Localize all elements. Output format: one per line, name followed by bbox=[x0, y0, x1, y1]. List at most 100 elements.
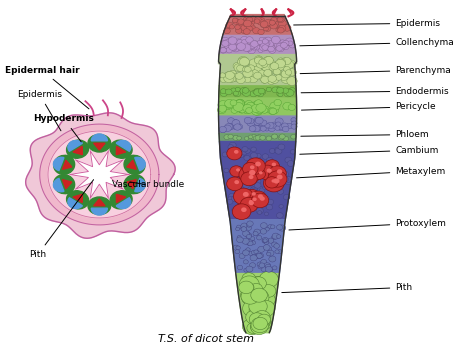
Circle shape bbox=[250, 16, 256, 21]
Circle shape bbox=[221, 37, 229, 44]
Circle shape bbox=[261, 284, 276, 297]
Circle shape bbox=[279, 134, 285, 139]
Circle shape bbox=[255, 250, 261, 255]
Circle shape bbox=[241, 28, 249, 34]
Circle shape bbox=[263, 27, 268, 31]
Circle shape bbox=[253, 289, 266, 300]
Circle shape bbox=[253, 28, 260, 34]
Circle shape bbox=[220, 90, 228, 96]
Circle shape bbox=[245, 45, 253, 51]
Circle shape bbox=[254, 250, 258, 254]
Polygon shape bbox=[218, 98, 297, 116]
Circle shape bbox=[236, 99, 244, 106]
Polygon shape bbox=[236, 274, 279, 333]
Circle shape bbox=[249, 200, 253, 203]
Circle shape bbox=[234, 174, 238, 178]
Text: Protoxylem: Protoxylem bbox=[289, 219, 446, 230]
Circle shape bbox=[251, 299, 265, 311]
Circle shape bbox=[235, 73, 243, 79]
Circle shape bbox=[227, 199, 233, 204]
Circle shape bbox=[248, 17, 253, 21]
Circle shape bbox=[265, 41, 270, 45]
Circle shape bbox=[265, 227, 269, 231]
Circle shape bbox=[248, 118, 254, 124]
Circle shape bbox=[234, 188, 253, 205]
Polygon shape bbox=[219, 86, 297, 98]
Circle shape bbox=[259, 37, 264, 42]
Circle shape bbox=[254, 117, 262, 124]
Circle shape bbox=[228, 196, 234, 202]
Circle shape bbox=[233, 62, 241, 69]
Circle shape bbox=[249, 59, 258, 67]
Circle shape bbox=[285, 70, 292, 75]
Circle shape bbox=[270, 21, 275, 25]
Circle shape bbox=[236, 100, 243, 106]
Circle shape bbox=[236, 99, 244, 107]
Circle shape bbox=[262, 154, 269, 159]
Circle shape bbox=[287, 41, 293, 45]
Circle shape bbox=[243, 90, 250, 96]
Circle shape bbox=[255, 106, 263, 114]
Circle shape bbox=[252, 125, 260, 132]
Text: Pith: Pith bbox=[29, 180, 94, 259]
Circle shape bbox=[243, 300, 263, 317]
Circle shape bbox=[244, 174, 250, 179]
Circle shape bbox=[252, 179, 257, 183]
Circle shape bbox=[276, 213, 283, 218]
Circle shape bbox=[246, 18, 252, 24]
Circle shape bbox=[279, 205, 283, 208]
Circle shape bbox=[228, 44, 237, 50]
Circle shape bbox=[278, 135, 283, 140]
Circle shape bbox=[242, 106, 251, 114]
Circle shape bbox=[230, 100, 237, 106]
Ellipse shape bbox=[88, 197, 111, 215]
Circle shape bbox=[239, 196, 244, 200]
Circle shape bbox=[291, 118, 297, 122]
Text: Epidermal hair: Epidermal hair bbox=[5, 66, 89, 109]
Circle shape bbox=[258, 314, 271, 325]
Circle shape bbox=[236, 76, 245, 84]
Circle shape bbox=[255, 100, 262, 106]
Circle shape bbox=[245, 193, 250, 197]
Circle shape bbox=[265, 239, 269, 243]
Circle shape bbox=[266, 122, 274, 128]
Circle shape bbox=[242, 88, 249, 93]
Circle shape bbox=[258, 253, 264, 258]
Circle shape bbox=[263, 57, 273, 65]
Circle shape bbox=[252, 107, 261, 115]
Circle shape bbox=[248, 47, 255, 54]
Circle shape bbox=[275, 75, 282, 80]
Circle shape bbox=[265, 124, 270, 128]
Circle shape bbox=[233, 210, 238, 214]
Circle shape bbox=[254, 89, 261, 96]
Circle shape bbox=[284, 58, 291, 64]
Circle shape bbox=[267, 199, 274, 205]
Circle shape bbox=[282, 58, 291, 65]
Circle shape bbox=[237, 22, 244, 29]
Circle shape bbox=[268, 107, 276, 114]
Circle shape bbox=[272, 87, 279, 93]
Circle shape bbox=[255, 117, 263, 124]
Circle shape bbox=[250, 70, 259, 77]
Circle shape bbox=[264, 263, 271, 269]
Circle shape bbox=[270, 62, 279, 70]
Circle shape bbox=[259, 188, 265, 193]
Circle shape bbox=[221, 40, 226, 45]
Circle shape bbox=[257, 262, 263, 267]
Circle shape bbox=[264, 57, 273, 64]
Circle shape bbox=[276, 166, 282, 172]
Circle shape bbox=[281, 75, 291, 83]
Circle shape bbox=[254, 72, 262, 79]
Circle shape bbox=[253, 169, 266, 179]
Circle shape bbox=[271, 76, 279, 83]
Circle shape bbox=[251, 250, 257, 255]
Circle shape bbox=[258, 171, 263, 176]
Circle shape bbox=[239, 281, 254, 294]
Circle shape bbox=[278, 25, 286, 32]
Circle shape bbox=[269, 169, 273, 173]
Circle shape bbox=[277, 169, 282, 174]
Polygon shape bbox=[116, 140, 131, 151]
Circle shape bbox=[243, 250, 249, 255]
Circle shape bbox=[238, 42, 245, 48]
Circle shape bbox=[226, 47, 231, 52]
